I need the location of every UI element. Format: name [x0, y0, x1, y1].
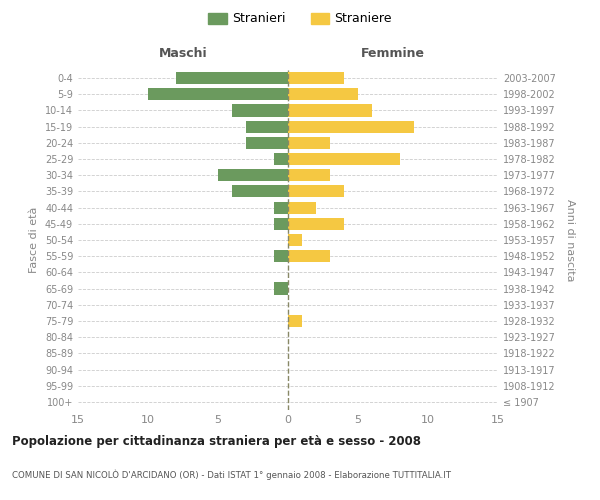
Text: Popolazione per cittadinanza straniera per età e sesso - 2008: Popolazione per cittadinanza straniera p… — [12, 435, 421, 448]
Legend: Stranieri, Straniere: Stranieri, Straniere — [205, 8, 395, 29]
Y-axis label: Fasce di età: Fasce di età — [29, 207, 39, 273]
Bar — [232, 104, 288, 117]
Bar — [246, 120, 288, 132]
Bar — [274, 218, 288, 230]
Bar — [274, 282, 288, 294]
Bar — [288, 104, 372, 117]
Bar — [288, 120, 414, 132]
Bar — [246, 137, 288, 149]
Bar — [288, 218, 344, 230]
Bar — [274, 250, 288, 262]
Text: Maschi: Maschi — [158, 47, 208, 60]
Bar — [288, 88, 358, 101]
Bar — [274, 153, 288, 165]
Text: COMUNE DI SAN NICOLÒ D'ARCIDANO (OR) - Dati ISTAT 1° gennaio 2008 - Elaborazione: COMUNE DI SAN NICOLÒ D'ARCIDANO (OR) - D… — [12, 470, 451, 480]
Bar — [288, 250, 330, 262]
Text: Femmine: Femmine — [361, 47, 425, 60]
Bar — [176, 72, 288, 84]
Bar — [288, 137, 330, 149]
Bar — [148, 88, 288, 101]
Bar — [218, 169, 288, 181]
Bar — [232, 186, 288, 198]
Bar — [288, 315, 302, 327]
Y-axis label: Anni di nascita: Anni di nascita — [565, 198, 575, 281]
Bar — [288, 202, 316, 213]
Bar — [288, 72, 344, 84]
Bar — [288, 153, 400, 165]
Bar — [288, 234, 302, 246]
Bar — [288, 186, 344, 198]
Bar — [288, 169, 330, 181]
Bar — [274, 202, 288, 213]
